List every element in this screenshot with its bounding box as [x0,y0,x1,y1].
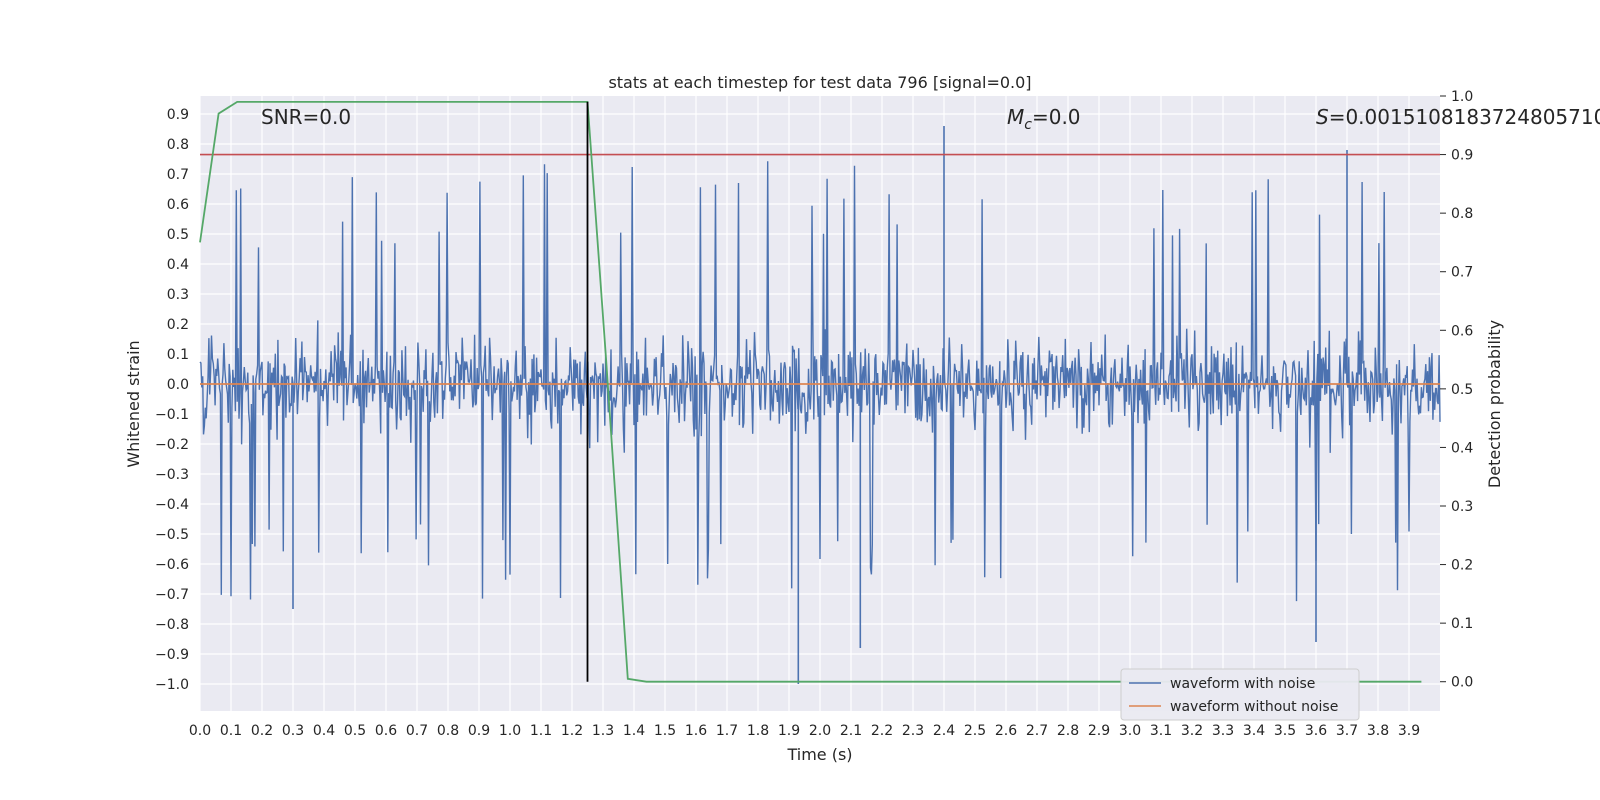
x-tick-label: 2.6 [995,723,1017,739]
y-axis-right-ticks: 1.0 0.9 0.8 0.7 0.6 0.5 0.4 0.3 0.2 0.1 0.0 [1440,89,1473,691]
x-tick-label: 2.2 [871,723,893,739]
legend-label-clean: waveform without noise [1170,699,1338,715]
grid [199,96,1440,711]
y-left-tick-label: −0.2 [155,437,189,453]
annotation-snr: SNR=0.0 [261,105,351,129]
annotation-s-value: =0.0015108183724805710 [1329,105,1600,129]
y-left-tick-label: −0.9 [155,647,189,663]
legend: waveform with noise waveform without noi… [1120,668,1360,721]
y-right-tick-label: 0.8 [1451,206,1473,222]
x-tick-label: 2.1 [840,723,862,739]
y-right-tick-label: 0.3 [1451,499,1473,515]
x-tick-label: 3.7 [1336,723,1358,739]
x-axis-ticks: 0.0 0.1 0.2 0.3 0.4 0.5 0.6 0.7 0.8 0.9 1.0 1.1 1.2 1… [189,723,1420,739]
x-tick-label: 1.0 [499,723,521,739]
y-left-tick-label: 0.1 [167,347,189,363]
other-series [199,101,1440,683]
y-left-tick-label: 0.2 [167,317,189,333]
x-tick-label: 1.6 [685,723,707,739]
x-tick-label: 1.1 [530,723,552,739]
x-tick-label: 2.0 [809,723,831,739]
x-tick-label: 1.3 [592,723,614,739]
y-left-tick-label: 0.9 [167,107,189,123]
x-tick-label: 1.9 [778,723,800,739]
x-tick-label: 3.2 [1181,723,1203,739]
x-tick-label: 0.2 [251,723,273,739]
y-right-tick-label: 0.1 [1451,616,1473,632]
y-left-tick-label: −1.0 [155,677,189,693]
x-tick-label: 1.7 [716,723,738,739]
x-tick-label: 2.5 [964,723,986,739]
x-tick-label: 0.6 [375,723,397,739]
x-tick-label: 3.8 [1367,723,1389,739]
y-left-tick-label: −0.6 [155,557,189,573]
y-left-tick-label: −0.1 [155,407,189,423]
x-tick-label: 3.5 [1274,723,1296,739]
x-tick-label: 0.9 [468,723,490,739]
annotation-mc-sub: c [1024,117,1032,133]
series-waveform-with-noise [199,126,1441,684]
y-left-tick-label: 0.7 [167,167,189,183]
x-tick-label: 2.8 [1057,723,1079,739]
x-tick-label: 3.6 [1305,723,1327,739]
annotation-mc-symbol: M [1007,105,1024,129]
annotation-mc-value: =0.0 [1032,105,1081,129]
x-tick-label: 0.4 [313,723,335,739]
y-left-tick-label: 0.0 [167,377,189,393]
annotation-mc: Mc=0.0 [1007,105,1081,133]
y-left-tick-label: −0.7 [155,587,189,603]
x-tick-label: 3.9 [1398,723,1420,739]
series-line-detection-probability [199,101,1422,683]
y-left-tick-label: −0.5 [155,527,189,543]
x-tick-label: 0.0 [189,723,211,739]
y-left-tick-label: 0.8 [167,137,189,153]
series-line-waveform-with-noise [199,161,1441,602]
y-left-tick-label: 0.3 [167,287,189,303]
x-tick-label: 2.7 [1026,723,1048,739]
y-right-tick-label: 0.2 [1451,558,1473,574]
annotation-s: S=0.0015108183724805710 [1316,105,1600,129]
y-left-tick-label: −0.4 [155,497,189,513]
x-tick-label: 3.0 [1119,723,1141,739]
x-tick-label: 0.7 [406,723,428,739]
y-right-tick-label: 0.0 [1451,675,1473,691]
y-left-tick-label: 0.5 [167,227,189,243]
y-right-tick-label: 1.0 [1451,89,1473,105]
x-tick-label: 1.5 [654,723,676,739]
legend-label-noise: waveform with noise [1170,676,1315,692]
annotation-s-symbol: S [1316,105,1329,129]
y-left-tick-label: 0.6 [167,197,189,213]
y-axis-left-ticks: 0.9 0.8 0.7 0.6 0.5 0.4 0.3 0.2 0.1 0.0 −0.1 −0.2 −0… [155,107,189,693]
y-axis-right-label: Detection probability [1485,320,1504,488]
x-tick-label: 1.4 [623,723,645,739]
x-tick-label: 1.2 [561,723,583,739]
legend-box [1120,668,1360,721]
chart-title: stats at each timestep for test data 796… [608,73,1031,92]
x-tick-label: 0.3 [282,723,304,739]
x-tick-label: 0.8 [437,723,459,739]
y-right-tick-label: 0.4 [1451,440,1473,456]
x-tick-label: 3.4 [1243,723,1265,739]
y-axis-left-label: Whitened strain [124,340,143,467]
y-right-tick-label: 0.6 [1451,323,1473,339]
x-tick-label: 2.9 [1088,723,1110,739]
y-left-tick-label: 0.4 [167,257,189,273]
y-right-tick-label: 0.9 [1451,148,1473,164]
y-right-tick-label: 0.5 [1451,382,1473,398]
x-tick-label: 2.3 [902,723,924,739]
x-tick-label: 3.1 [1150,723,1172,739]
x-tick-label: 1.8 [747,723,769,739]
x-axis-label: Time (s) [786,745,852,764]
x-tick-label: 3.3 [1212,723,1234,739]
x-tick-label: 2.4 [933,723,955,739]
y-left-tick-label: −0.8 [155,617,189,633]
x-tick-label: 0.5 [344,723,366,739]
y-left-tick-label: −0.3 [155,467,189,483]
y-right-tick-label: 0.7 [1451,265,1473,281]
x-tick-label: 0.1 [220,723,242,739]
